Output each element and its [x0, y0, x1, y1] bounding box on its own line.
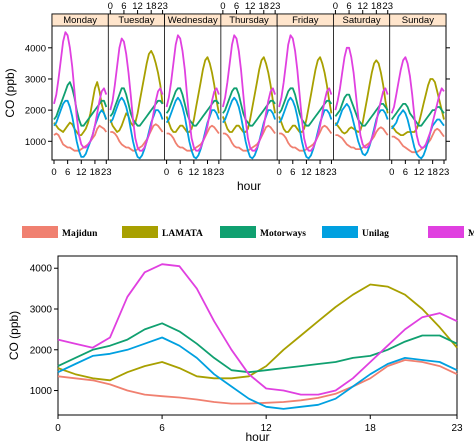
series-line-lamata: [390, 78, 445, 137]
series-line-mile-12: [390, 56, 445, 149]
panel-strip-label: Saturday: [343, 15, 381, 26]
x-tick-label: 23: [101, 167, 112, 178]
x-tick-label: 12: [189, 167, 200, 178]
x-axis-title: hour: [245, 430, 269, 444]
series-line-mile-12: [109, 37, 164, 152]
series-line-unilag: [390, 109, 445, 160]
series-line-majidun: [53, 124, 108, 152]
y-tick-label: 3000: [30, 305, 53, 316]
x-tick-label: 0: [108, 1, 113, 12]
x-tick-label: 12: [301, 167, 312, 178]
series-line-unilag: [53, 99, 108, 158]
x-tick-label: 18: [90, 167, 101, 178]
x-tick-label: 23: [382, 1, 393, 12]
series-line-lamata: [53, 81, 108, 137]
legend-swatch: [220, 226, 256, 238]
panel-strip-label: Sunday: [402, 15, 434, 26]
x-tick-label: 23: [270, 1, 281, 12]
legend-swatch: [22, 226, 58, 238]
y-tick-label: 1000: [30, 386, 53, 397]
x-tick-label: 6: [178, 167, 183, 178]
x-tick-label: 18: [146, 1, 157, 12]
x-tick-label: 23: [326, 167, 337, 178]
y-tick-label: 2000: [30, 345, 53, 356]
x-tick-label: 6: [403, 167, 408, 178]
legend-label: Unilag: [362, 229, 389, 239]
series-line-mile-12: [53, 31, 108, 149]
legend-swatch: [322, 226, 358, 238]
y-tick-label: 4000: [30, 264, 53, 275]
x-tick-label: 0: [51, 167, 56, 178]
x-tick-label: 0: [333, 1, 338, 12]
x-tick-label: 0: [55, 423, 61, 434]
bottom-plot-frame: [57, 255, 458, 416]
x-tick-label: 23: [157, 1, 168, 12]
series-line-mile-12: [222, 34, 276, 152]
series-line-majidun: [279, 124, 333, 152]
x-tick-label: 6: [159, 423, 165, 434]
legend-label: Mile 12: [468, 229, 474, 239]
x-tick-label: 0: [276, 167, 281, 178]
series-line-mile-12: [57, 263, 458, 396]
series-line-lamata: [334, 59, 389, 135]
series-line-mile-12: [278, 34, 333, 152]
x-axis-title: hour: [237, 179, 261, 193]
x-tick-label: 12: [245, 1, 256, 12]
x-tick-label: 23: [214, 167, 225, 178]
x-tick-label: 12: [76, 167, 87, 178]
x-tick-label: 18: [365, 423, 377, 434]
series-line-lamata: [109, 50, 164, 133]
x-tick-label: 12: [357, 1, 368, 12]
series-line-mile-12: [165, 34, 220, 152]
x-tick-label: 18: [371, 1, 382, 12]
series-line-unilag: [57, 336, 458, 410]
x-tick-label: 12: [261, 423, 273, 434]
panel-strip-label: Wednesday: [168, 15, 218, 26]
legend-swatch: [122, 226, 158, 238]
series-line-mile-12: [334, 46, 389, 149]
y-axis-title: CO (ppb): [7, 311, 21, 360]
series-line-majidun: [166, 124, 220, 152]
x-tick-label: 0: [389, 167, 394, 178]
x-tick-label: 12: [414, 167, 425, 178]
x-tick-label: 23: [451, 423, 463, 434]
series-line-motorways: [57, 322, 458, 374]
x-tick-label: 6: [346, 1, 351, 12]
panel-strip-label: Monday: [63, 15, 97, 26]
x-tick-label: 18: [427, 167, 438, 178]
panel-strip-label: Friday: [292, 15, 319, 26]
x-tick-label: 18: [258, 1, 269, 12]
y-tick-label: 1000: [25, 137, 46, 148]
top-plot-frame: [51, 13, 447, 161]
legend-label: Motorways: [260, 229, 306, 239]
x-tick-label: 6: [121, 1, 126, 12]
legend-label: LAMATA: [162, 229, 203, 239]
x-tick-label: 6: [234, 1, 239, 12]
x-tick-label: 18: [202, 167, 213, 178]
series-line-majidun: [222, 124, 276, 152]
x-tick-label: 23: [439, 167, 450, 178]
panel-strip: [389, 13, 447, 27]
y-axis-title: CO (ppb): [3, 68, 17, 117]
x-tick-label: 0: [220, 1, 225, 12]
y-tick-label: 4000: [25, 43, 46, 54]
panel-strip-label: Thursday: [229, 15, 269, 26]
x-tick-label: 6: [290, 167, 295, 178]
y-tick-label: 2000: [25, 106, 46, 117]
series-line-majidun: [110, 123, 164, 152]
legend-label: Majidun: [62, 229, 98, 239]
legend-swatch: [428, 226, 464, 238]
x-tick-label: 6: [65, 167, 70, 178]
x-tick-label: 12: [132, 1, 143, 12]
x-tick-label: 0: [164, 167, 169, 178]
y-tick-label: 3000: [25, 74, 46, 85]
series-line-majidun: [391, 127, 445, 154]
x-tick-label: 18: [315, 167, 326, 178]
panel-strip-label: Tuesday: [118, 15, 154, 26]
